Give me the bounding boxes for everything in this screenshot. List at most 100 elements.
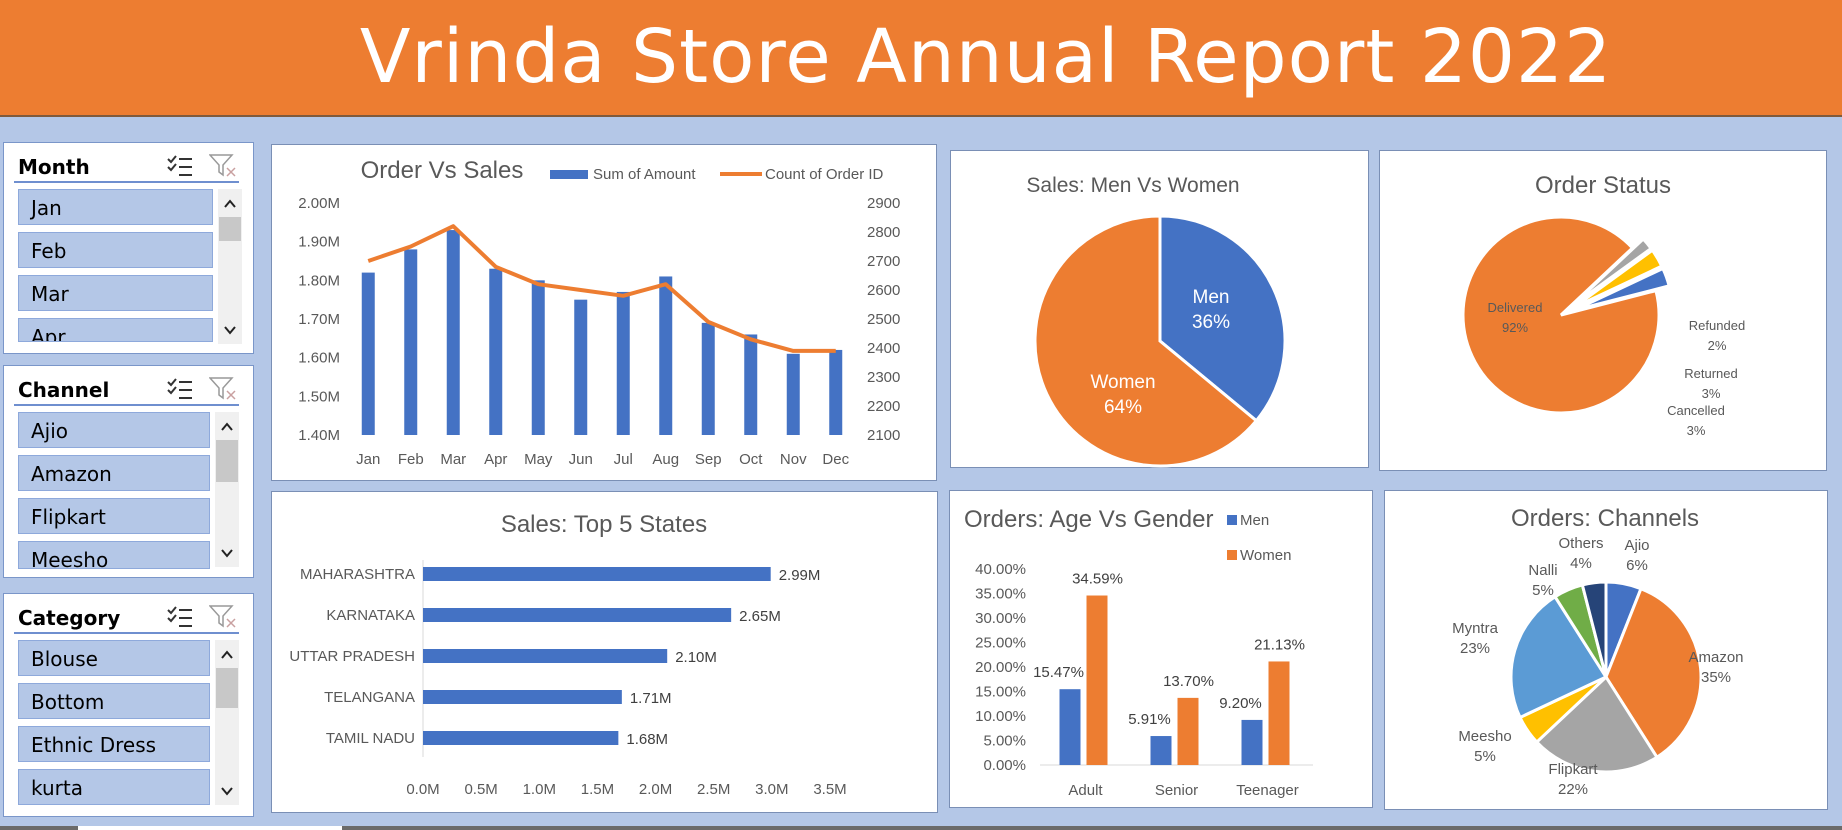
bar: [489, 268, 503, 435]
data-label: 2.10M: [675, 649, 717, 666]
slice-value: 2%: [1708, 338, 1727, 353]
y-right-tick: 2700: [867, 253, 900, 270]
slice-value: 3%: [1702, 386, 1721, 401]
pie-slice: [1033, 214, 1259, 468]
scroll-thumb[interactable]: [216, 440, 238, 482]
x-tick: Adult: [1068, 782, 1103, 799]
slice-label: Meesho: [1458, 728, 1511, 745]
bar: [659, 276, 673, 435]
slice-label: Cancelled: [1667, 403, 1725, 418]
slicer-scrollbar[interactable]: [218, 189, 242, 344]
y-right-tick: 2600: [867, 282, 900, 299]
orders-channels-chart: Orders: Channels Ajio 6% Amazon 35% Flipkart 2…: [1384, 490, 1828, 810]
slice-value: 6%: [1626, 557, 1648, 574]
bar: [574, 299, 588, 435]
slice-label: Amazon: [1688, 649, 1743, 666]
x-tick: 3.0M: [755, 781, 788, 798]
slice-label: Men: [1193, 287, 1230, 308]
chart-title: Sales: Men Vs Women: [1026, 174, 1239, 197]
data-label: 2.65M: [739, 608, 781, 625]
slicer-item[interactable]: Apr: [18, 318, 213, 342]
x-tick: 3.5M: [813, 781, 846, 798]
chart-title: Orders: Age Vs Gender: [964, 506, 1213, 533]
y-right-tick: 2500: [867, 311, 900, 328]
y-tick: 10.00%: [975, 708, 1026, 725]
scroll-up-icon[interactable]: [223, 197, 237, 211]
slicer-title: Category: [18, 606, 121, 630]
chart-title: Orders: Channels: [1511, 505, 1699, 532]
slicer-scrollbar[interactable]: [215, 412, 239, 567]
multi-select-icon[interactable]: [167, 155, 193, 177]
data-label: 13.70%: [1163, 673, 1214, 690]
slicer-item[interactable]: kurta: [18, 769, 210, 805]
bar: [616, 291, 630, 435]
x-tick: May: [524, 451, 553, 468]
slice-value: 36%: [1192, 312, 1230, 333]
slice-value: 35%: [1701, 669, 1731, 686]
y-tick: 5.00%: [983, 733, 1026, 750]
y-tick: UTTAR PRADESH: [289, 648, 415, 665]
slicer-item[interactable]: Jan: [18, 189, 213, 225]
y-tick: 15.00%: [975, 684, 1026, 701]
chart-title: Order Status: [1535, 172, 1671, 199]
x-tick: 1.5M: [581, 781, 614, 798]
y-tick: 0.00%: [983, 757, 1026, 774]
slicer-item[interactable]: Ethnic Dress: [18, 726, 210, 762]
multi-select-icon[interactable]: [167, 606, 193, 628]
pie-slice: [1158, 214, 1287, 423]
pie-slice: [1534, 674, 1659, 774]
multi-select-icon[interactable]: [167, 378, 193, 400]
slice-value: 4%: [1570, 555, 1592, 572]
slicer-item[interactable]: Mar: [18, 275, 213, 311]
legend-swatch: [1227, 550, 1237, 560]
bar: [531, 280, 545, 435]
x-tick: 1.0M: [523, 781, 556, 798]
slicer-item[interactable]: Flipkart: [18, 498, 210, 534]
bar: [1150, 736, 1172, 765]
slicer-scrollbar[interactable]: [215, 640, 239, 805]
slice-label: Myntra: [1452, 620, 1499, 637]
series-line: [367, 224, 836, 353]
x-tick: 0.0M: [406, 781, 439, 798]
slicer-item[interactable]: Bottom: [18, 683, 210, 719]
slice-value: 92%: [1502, 320, 1528, 335]
bar: [744, 334, 758, 435]
bottom-strip: [0, 826, 1842, 830]
slicer-item[interactable]: Meesho: [18, 541, 210, 569]
data-label: 1.71M: [630, 690, 672, 707]
y-tick: 40.00%: [975, 561, 1026, 578]
slice-value: 5%: [1532, 582, 1554, 599]
scroll-thumb[interactable]: [216, 668, 238, 708]
slice-label: Refunded: [1689, 318, 1745, 333]
scroll-down-icon[interactable]: [220, 546, 234, 560]
slice-label: Ajio: [1624, 537, 1649, 554]
x-tick: Jun: [569, 451, 593, 468]
y-left-tick: 1.70M: [298, 311, 340, 328]
x-tick: Nov: [780, 451, 807, 468]
data-label: 34.59%: [1072, 571, 1123, 588]
chart-title: Order Vs Sales: [361, 157, 524, 184]
page-title: Vrinda Store Annual Report 2022: [359, 14, 1613, 100]
channel-slicer: Channel Ajio Amazon Flipkart Meesho: [3, 365, 254, 578]
slicer-item[interactable]: Amazon: [18, 455, 210, 491]
y-tick: 25.00%: [975, 635, 1026, 652]
scroll-down-icon[interactable]: [220, 784, 234, 798]
legend-bar-swatch: [550, 170, 588, 179]
slicer-item[interactable]: Ajio: [18, 412, 210, 448]
month-slicer: Month Jan Feb Mar Apr: [3, 142, 254, 354]
clear-filter-icon[interactable]: [208, 376, 237, 402]
data-label: 5.91%: [1128, 711, 1171, 728]
scroll-thumb[interactable]: [219, 217, 241, 241]
slicer-item[interactable]: Blouse: [18, 640, 210, 676]
slice-label: Returned: [1684, 366, 1737, 381]
y-tick: KARNATAKA: [326, 607, 415, 624]
slicer-item[interactable]: Feb: [18, 232, 213, 268]
scroll-up-icon[interactable]: [220, 420, 234, 434]
clear-filter-icon[interactable]: [208, 604, 237, 630]
y-left-tick: 1.50M: [298, 388, 340, 405]
scroll-down-icon[interactable]: [223, 323, 237, 337]
bar: [423, 690, 622, 704]
bar: [829, 349, 843, 435]
scroll-up-icon[interactable]: [220, 648, 234, 662]
clear-filter-icon[interactable]: [208, 153, 237, 179]
